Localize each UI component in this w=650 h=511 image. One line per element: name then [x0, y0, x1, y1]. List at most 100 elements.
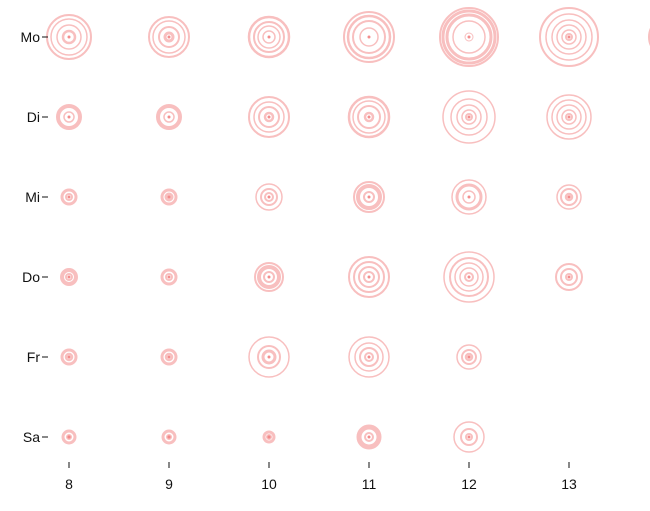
y-tick-label: Mo — [21, 29, 41, 45]
ring-mark — [160, 268, 178, 286]
ring-mark — [354, 342, 384, 372]
ring-mark — [456, 344, 482, 370]
ring-mark — [247, 15, 291, 59]
ring-mark — [352, 20, 386, 54]
cell-Mi-11 — [353, 181, 385, 213]
cell-Mo-13 — [539, 7, 599, 67]
ring-mark — [359, 27, 379, 47]
ring-center-dot — [567, 275, 571, 279]
ring-mark — [257, 25, 281, 49]
ring-mark — [464, 32, 474, 42]
x-tick-label: 9 — [165, 476, 173, 492]
ring-mark — [266, 434, 272, 440]
cell-Mi-12 — [451, 179, 487, 215]
ring-center-dot — [267, 435, 271, 439]
ring-mark — [263, 111, 275, 123]
y-tick-label: Sa — [23, 429, 40, 445]
cell-Do-11 — [348, 256, 390, 298]
ring-mark — [555, 263, 583, 291]
ring-mark — [565, 33, 573, 41]
ring-mark — [65, 273, 73, 281]
cell-Do-10 — [254, 262, 284, 292]
ring-mark — [260, 188, 278, 206]
ring-mark — [565, 273, 573, 281]
ring-mark — [255, 183, 283, 211]
cell-Sa-8 — [61, 429, 77, 445]
ring-mark — [63, 111, 75, 123]
ring-mark — [565, 113, 573, 121]
ring-mark — [66, 434, 72, 440]
ring-mark — [60, 268, 78, 286]
ring-mark — [648, 28, 650, 46]
cell-Di-12 — [442, 90, 496, 144]
x-tick-label: 11 — [362, 476, 377, 492]
ring-mark — [364, 432, 374, 442]
ring-center-dot — [167, 195, 171, 199]
ring-mark — [551, 19, 587, 55]
cell-Mo-9 — [148, 16, 190, 58]
cell-Do-9 — [160, 268, 178, 286]
ring-center-dot — [67, 435, 71, 439]
ring-mark — [257, 265, 281, 289]
ring-mark — [464, 352, 474, 362]
ring-mark — [253, 101, 285, 133]
ring-center-dot — [67, 355, 71, 359]
ring-mark — [160, 188, 178, 206]
ring-mark — [258, 106, 280, 128]
ring-mark — [450, 98, 488, 136]
ring-mark — [165, 273, 173, 281]
ring-mark — [61, 429, 77, 445]
ring-mark — [451, 179, 487, 215]
ring-mark — [439, 7, 499, 67]
ring-center-dot — [467, 355, 471, 359]
cell-Mo-8 — [46, 14, 92, 60]
ring-mark — [343, 11, 395, 63]
y-tick-label: Do — [22, 269, 40, 285]
ring-mark — [363, 271, 375, 283]
ring-mark — [364, 352, 374, 362]
ring-mark — [262, 30, 276, 44]
ring-mark — [546, 94, 592, 140]
ring-center-dot — [167, 35, 171, 39]
ring-mark — [263, 271, 275, 283]
ring-mark — [56, 24, 82, 50]
ring-mark — [166, 434, 172, 440]
ring-mark — [156, 104, 182, 130]
cell-Fr-12 — [456, 344, 482, 370]
ring-mark — [462, 190, 476, 204]
cell-Do-8 — [60, 268, 78, 286]
cell-Sa-11 — [356, 424, 382, 450]
ring-mark — [443, 251, 495, 303]
ring-mark — [359, 347, 379, 367]
ring-center-dot — [367, 355, 371, 359]
ring-mark — [560, 268, 578, 286]
ring-center-dot — [367, 435, 371, 439]
ring-mark — [356, 184, 382, 210]
ring-mark — [454, 262, 484, 292]
y-axis: Mo Di Mi Do Fr Sa — [21, 29, 48, 445]
ring-center-dot — [367, 275, 371, 279]
ring-mark — [163, 31, 175, 43]
ring-mark — [357, 105, 381, 129]
ring-mark — [456, 104, 482, 130]
cell-Di-9 — [156, 104, 182, 130]
ring-center-dot — [467, 115, 471, 119]
ring-mark — [163, 111, 175, 123]
ring-center-dot — [167, 435, 171, 439]
ring-center-dot — [167, 115, 171, 119]
ring-mark — [253, 21, 285, 53]
rings-layer — [46, 7, 650, 453]
ring-mark — [261, 349, 277, 365]
ring-mark — [449, 257, 489, 297]
cell-Fr-11 — [348, 336, 390, 378]
ring-mark — [363, 111, 375, 123]
ring-mark — [551, 99, 587, 135]
ring-mark — [465, 113, 473, 121]
ring-mark — [556, 104, 582, 130]
ring-mark — [452, 20, 486, 54]
ring-center-dot — [167, 355, 171, 359]
cell-Mi-13 — [556, 184, 582, 210]
ring-center-dot — [67, 35, 71, 39]
ring-mark — [164, 192, 174, 202]
